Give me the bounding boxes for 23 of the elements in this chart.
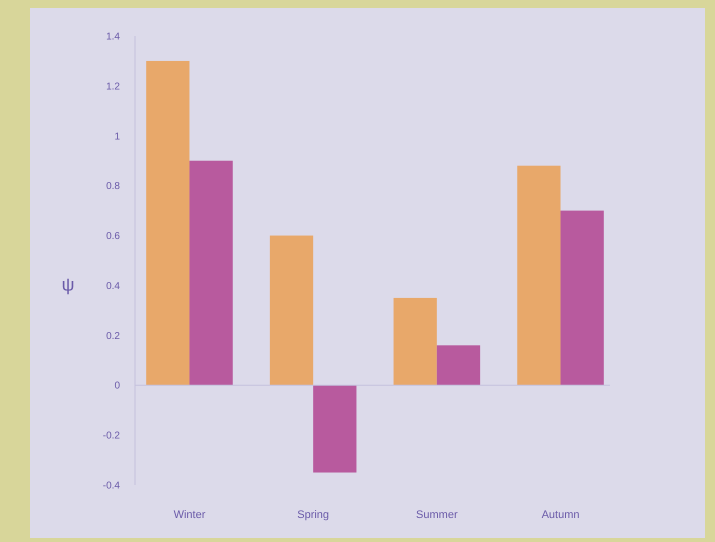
x-tick-label: Summer <box>416 509 458 521</box>
y-tick-label: 0 <box>114 380 120 392</box>
y-tick-label: 0.4 <box>106 280 120 292</box>
bar <box>517 166 561 386</box>
x-tick-label: Winter <box>174 509 206 521</box>
bar <box>560 210 604 386</box>
y-tick-label: 0.6 <box>106 231 120 242</box>
y-tick-label: 0.2 <box>106 330 120 342</box>
bar <box>146 60 190 386</box>
bar <box>313 385 356 473</box>
x-tick-label: Autumn <box>542 509 580 521</box>
bar <box>270 236 314 386</box>
y-tick-label: 1.4 <box>106 32 120 42</box>
bar <box>189 160 233 386</box>
y-tick-label: -0.2 <box>102 430 120 442</box>
y-tick-label: 0.8 <box>106 181 120 192</box>
x-tick-label: Spring <box>297 509 330 521</box>
y-tick-label: 1 <box>114 131 120 142</box>
y-axis-title: ψ <box>62 274 74 294</box>
y-tick-label: -0.4 <box>102 480 120 492</box>
bar <box>436 345 480 386</box>
bar <box>394 298 437 386</box>
y-tick-label: 1.2 <box>106 81 120 92</box>
